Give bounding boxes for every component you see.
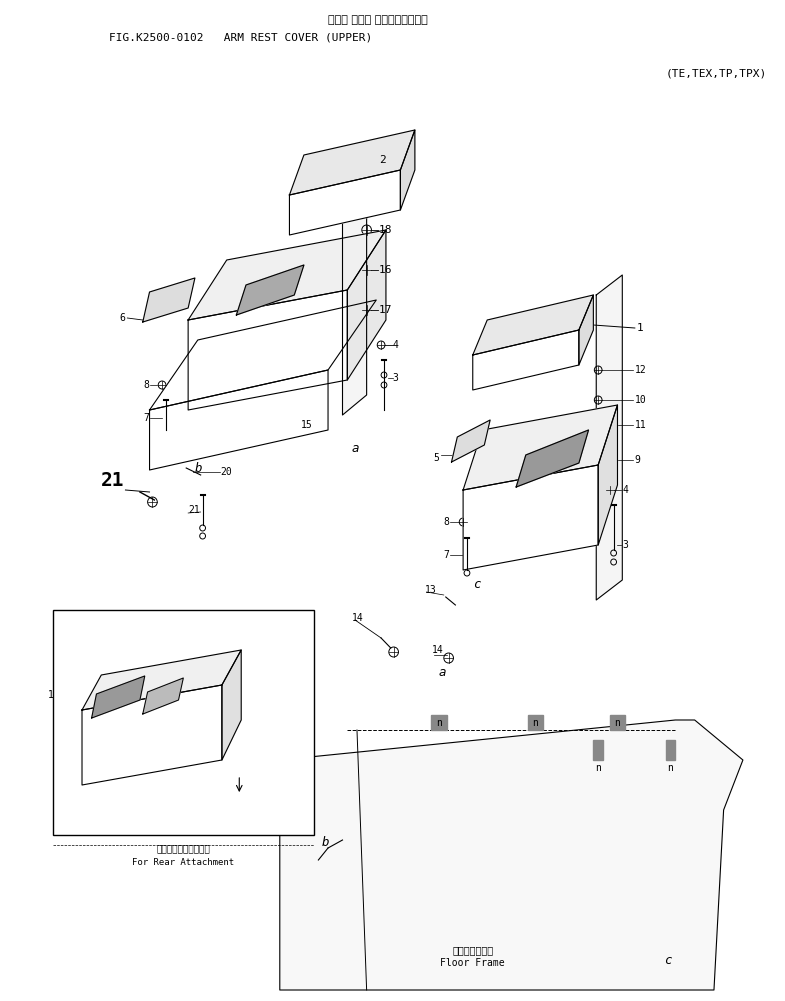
Polygon shape (431, 715, 447, 730)
Text: 8: 8 (444, 517, 450, 527)
Text: 後方用アタッチメント: 後方用アタッチメント (156, 845, 210, 854)
Polygon shape (290, 170, 400, 235)
Text: 4: 4 (623, 485, 628, 495)
Text: 18: 18 (262, 640, 274, 650)
Text: 21: 21 (188, 505, 200, 515)
Text: n: n (615, 718, 620, 728)
Text: n: n (532, 718, 539, 728)
Polygon shape (610, 715, 625, 730)
Polygon shape (82, 685, 222, 785)
Text: 5: 5 (433, 453, 439, 463)
Text: 11: 11 (635, 420, 647, 430)
Text: 19: 19 (48, 690, 60, 700)
Text: アーム レスト カバー（アッパ）: アーム レスト カバー（アッパ） (328, 15, 428, 25)
Text: n: n (595, 763, 601, 773)
Text: 4: 4 (392, 340, 399, 350)
Polygon shape (528, 715, 543, 730)
Text: a: a (439, 666, 447, 679)
Text: b: b (195, 461, 203, 474)
Text: b: b (321, 837, 329, 850)
Polygon shape (188, 230, 386, 320)
Text: 10: 10 (635, 395, 647, 405)
Text: Floor Frame: Floor Frame (440, 958, 505, 968)
Polygon shape (222, 650, 241, 760)
Text: 17: 17 (262, 680, 274, 690)
Text: 18: 18 (378, 225, 392, 235)
Text: 21: 21 (101, 470, 125, 489)
Polygon shape (451, 420, 490, 462)
Text: 3: 3 (392, 373, 399, 383)
Polygon shape (597, 275, 623, 600)
Text: 16: 16 (262, 660, 274, 670)
Polygon shape (400, 130, 414, 210)
Polygon shape (92, 676, 144, 718)
Polygon shape (593, 740, 603, 760)
Text: (TE,TEX,TP,TPX): (TE,TEX,TP,TPX) (666, 68, 767, 78)
Text: 6: 6 (119, 313, 126, 323)
Text: a: a (236, 794, 243, 807)
Text: c: c (473, 579, 480, 592)
Text: 9: 9 (635, 455, 641, 465)
Bar (53, 610, 313, 835)
Polygon shape (579, 295, 593, 365)
Text: 17: 17 (378, 305, 392, 315)
Text: For Rear Attachment: For Rear Attachment (132, 858, 235, 867)
Polygon shape (143, 278, 195, 322)
Polygon shape (82, 650, 241, 710)
Text: 7: 7 (444, 550, 450, 560)
Polygon shape (290, 130, 414, 195)
Polygon shape (463, 465, 598, 570)
Text: 3: 3 (623, 540, 628, 550)
Text: 1: 1 (637, 323, 644, 333)
Polygon shape (347, 230, 386, 380)
Text: 20: 20 (220, 467, 232, 477)
Polygon shape (143, 678, 184, 714)
Polygon shape (279, 720, 743, 990)
Text: 14: 14 (352, 613, 364, 623)
Text: 13: 13 (425, 585, 436, 595)
Polygon shape (666, 740, 675, 760)
Text: フロアフレーム: フロアフレーム (452, 945, 493, 955)
Polygon shape (473, 330, 579, 390)
Polygon shape (150, 370, 328, 470)
Text: 15: 15 (130, 667, 142, 677)
Polygon shape (463, 405, 618, 490)
Text: 14: 14 (433, 645, 444, 655)
Polygon shape (342, 165, 367, 415)
Text: n: n (667, 763, 674, 773)
Polygon shape (236, 265, 304, 315)
Text: n: n (436, 718, 442, 728)
Polygon shape (150, 300, 376, 410)
Text: 15: 15 (301, 420, 312, 430)
Text: FIG.K2500-0102   ARM REST COVER (UPPER): FIG.K2500-0102 ARM REST COVER (UPPER) (109, 33, 372, 43)
Polygon shape (473, 295, 593, 355)
Text: 12: 12 (635, 365, 647, 375)
Text: c: c (664, 954, 671, 967)
Polygon shape (188, 290, 347, 410)
Polygon shape (598, 405, 618, 545)
Text: 16: 16 (378, 265, 392, 275)
Polygon shape (517, 430, 589, 487)
Text: a: a (352, 441, 359, 454)
Text: 7: 7 (144, 413, 150, 423)
Text: 8: 8 (144, 380, 150, 390)
Text: 2: 2 (379, 155, 386, 165)
